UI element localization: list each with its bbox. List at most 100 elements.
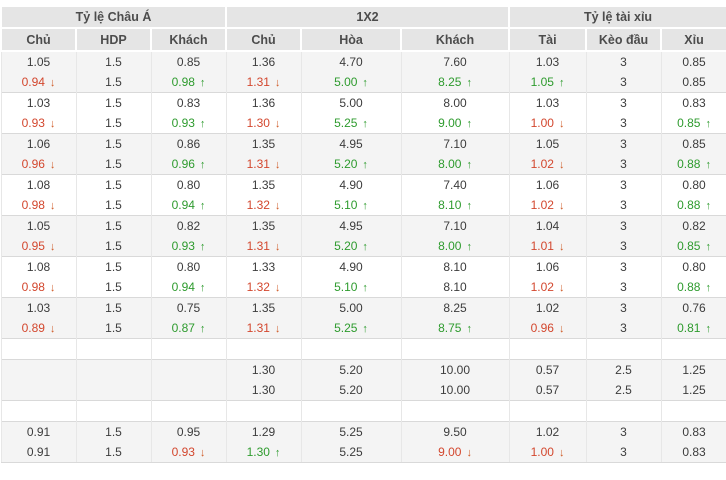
odds-cell: 1.03 [0,297,77,318]
odds-value: 1.5 [105,239,122,253]
odds-cell: 5.20 ↑ [300,236,402,257]
odds-cell: 3 [585,133,662,154]
odds-value: 1.25 [682,383,706,397]
odds-cell: 0.96 ↓ [0,154,77,175]
odds-value: 1.32 [246,280,270,294]
odds-cell: 1.5 [75,72,152,93]
odds-cell: 3 [585,442,662,463]
odds-value: 1.03 [26,301,51,315]
col-header-over: Tài [508,27,588,52]
odds-row: 1.08 1.5 0.80 1.35 4.90 7.40 1.06 3 0.80 [0,174,726,195]
odds-value: 1.00 [530,116,554,130]
odds-cell: 0.80 [660,256,726,277]
odds-cell: 1.5 [75,318,152,339]
trend-down-arrow-icon: ↓ [558,200,565,212]
odds-cell: 1.00 ↓ [508,113,587,134]
trend-up-arrow-icon: ↑ [362,282,368,294]
odds-cell: 1.04 [508,215,587,236]
odds-value: 3 [620,280,627,294]
odds-value: 7.60 [443,55,467,69]
odds-cell: 1.32 ↓ [225,277,302,298]
odds-row: 1.08 1.5 0.80 1.33 4.90 8.10 1.06 3 0.80 [0,256,726,277]
odds-value: 1.03 [26,96,51,110]
col-header-away-1x2: Khách [399,27,511,52]
odds-cell: 0.98 ↓ [0,277,77,298]
trend-down-arrow-icon: ↓ [49,241,56,253]
odds-cell: 1.5 [75,92,152,113]
odds-cell: 1.5 [75,297,152,318]
odds-value: 1.5 [105,55,122,69]
odds-cell: 5.25 [300,442,402,463]
odds-cell: 0.83 [660,421,726,442]
odds-cell: 8.10 [400,256,510,277]
odds-value: 1.31 [246,239,270,253]
odds-cell: 1.05 [0,215,77,236]
odds-cell: 4.90 [300,174,402,195]
odds-value: 4.70 [339,55,363,69]
odds-cell [0,359,77,380]
odds-value: 0.95 [21,239,45,253]
odds-value: 1.03 [535,96,560,110]
odds-value: 1.5 [105,198,122,212]
trend-up-arrow-icon: ↑ [466,77,472,89]
odds-cell: 7.10 [400,215,510,236]
odds-value: 1.5 [105,425,122,439]
odds-value: 1.5 [105,219,122,233]
odds-value: 1.33 [251,260,276,274]
odds-value: 1.06 [535,260,560,274]
odds-cell: 3 [585,277,662,298]
odds-cell: 1.06 [508,174,587,195]
odds-value: 1.5 [105,137,122,151]
odds-row: 1.05 1.5 0.82 1.35 4.95 7.10 1.04 3 0.82 [0,215,726,236]
odds-value: 0.88 [677,280,701,294]
odds-cell [585,338,662,360]
spacer-row [0,338,726,360]
odds-value: 3 [620,137,627,151]
trend-up-arrow-icon: ↑ [466,241,472,253]
trend-down-arrow-icon: ↓ [49,159,56,171]
odds-value: 1.5 [105,445,122,459]
odds-cell: 0.88 ↑ [660,154,726,175]
odds-cell: 3 [585,174,662,195]
odds-cell: 0.85 [660,72,726,93]
group-header-1x2: 1X2 [224,5,511,29]
odds-cell: 1.36 [225,50,302,72]
col-header-draw: Hòa [300,27,402,52]
odds-value: 0.80 [176,178,201,192]
odds-value: 0.85 [176,55,201,69]
odds-value: 0.76 [682,301,706,315]
odds-cell: 7.40 [400,174,510,195]
odds-cell: 1.02 ↓ [508,154,587,175]
trend-up-arrow-icon: ↑ [705,200,711,212]
trend-down-arrow-icon: ↓ [558,118,565,130]
trend-up-arrow-icon: ↑ [274,447,281,459]
odds-cell: 3 [585,318,662,339]
odds-value: 10.00 [439,363,471,377]
odds-cell: 1.30 [225,359,302,380]
odds-row: 0.93 ↓ 1.5 0.93 ↑ 1.30 ↓ 5.25 ↑ 9.00 ↑ 1.00 ↓ 3 0.85 ↑ [0,113,726,134]
odds-row: 0.98 ↓ 1.5 0.94 ↑ 1.32 ↓ 5.10 ↑ 8.10 1.02 ↓ 3 0.88 ↑ [0,277,726,298]
odds-cell: 1.31 ↓ [225,72,302,93]
col-header-away-ah: Khách [150,27,227,52]
odds-cell: 1.08 [0,256,77,277]
odds-value: 9.00 [438,445,462,459]
trend-up-arrow-icon: ↑ [705,159,711,171]
odds-cell: 3 [585,195,662,216]
odds-cell: 1.01 ↓ [508,236,587,257]
odds-value: 1.02 [535,301,560,315]
odds-value: 5.25 [334,116,358,130]
odds-value: 0.57 [535,383,560,397]
odds-cell: 8.00 ↑ [400,154,510,175]
odds-cell: 1.03 [508,92,587,113]
odds-cell: 1.5 [75,174,152,195]
odds-cell: 1.32 ↓ [225,195,302,216]
odds-value: 1.32 [246,198,270,212]
trend-down-arrow-icon: ↓ [49,118,56,130]
odds-value: 0.85 [682,137,706,151]
odds-cell: 1.06 [508,256,587,277]
odds-value: 3 [620,116,627,130]
odds-value: 0.75 [176,301,201,315]
odds-cell [75,380,152,401]
trend-down-arrow-icon: ↓ [274,118,281,130]
odds-cell: 0.83 [660,92,726,113]
